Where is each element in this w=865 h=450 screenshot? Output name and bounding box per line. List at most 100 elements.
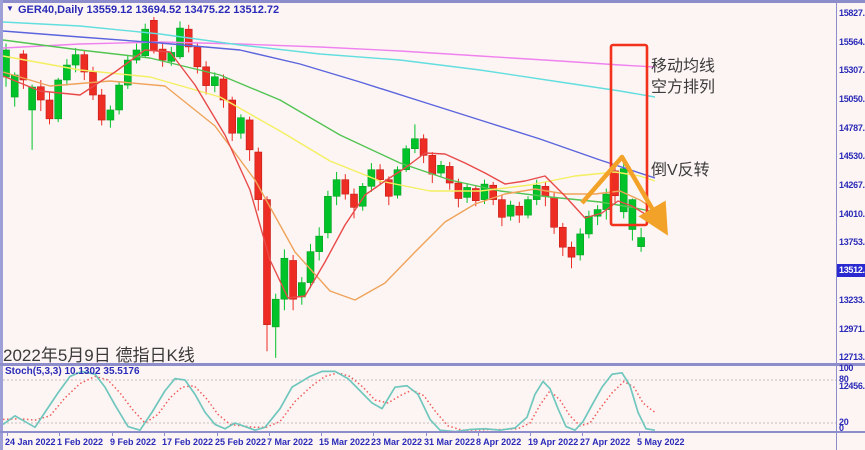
date-tick	[373, 433, 374, 436]
date-tick	[164, 433, 165, 436]
chart-caption[interactable]: 2022年5月9日 德指日K线	[3, 346, 195, 365]
stoch-main-line	[3, 370, 656, 431]
candle	[332, 171, 341, 206]
date-label: 25 Feb 2022	[215, 437, 267, 447]
date-tick	[112, 433, 113, 436]
candle	[297, 277, 306, 305]
stoch-axis-label: 0	[839, 423, 844, 433]
price-axis-label: 12971.15	[839, 324, 865, 334]
price-axis-label: 14010.65	[839, 209, 865, 219]
candle	[541, 181, 550, 207]
candle	[619, 161, 628, 219]
stoch-axis-label: 100	[839, 363, 854, 373]
date-axis[interactable]: 24 Jan 2022 1 Feb 2022 9 Feb 2022 17 Feb 20…	[0, 433, 836, 450]
candle	[132, 43, 141, 64]
window-left-border	[0, 0, 3, 450]
candle	[106, 105, 115, 128]
ma-line-ma-blue	[2, 30, 656, 179]
candle	[97, 88, 106, 126]
candle	[124, 55, 132, 89]
candle	[350, 188, 358, 219]
candles	[2, 17, 645, 358]
price-axis-label: 15564.65	[839, 37, 865, 47]
ma-line-ma-yellow	[2, 55, 656, 192]
candle	[202, 61, 210, 95]
candle	[63, 59, 71, 86]
stoch-axis-label: 80	[839, 374, 849, 384]
candle	[506, 200, 515, 221]
candle	[498, 195, 506, 227]
annotation-rectangle[interactable]	[609, 43, 649, 227]
price-axis-label: 14530.40	[839, 151, 865, 161]
candle	[289, 254, 297, 311]
panel-divider-stoch-dates	[0, 431, 865, 433]
date-label: 9 Feb 2022	[110, 437, 157, 447]
price-axis-label: 14787.65	[839, 123, 865, 133]
candle	[10, 72, 19, 107]
date-tick	[59, 433, 60, 436]
candle	[176, 21, 184, 60]
candle	[263, 196, 271, 352]
ma-line-ma-magenta	[2, 41, 656, 68]
candle	[28, 84, 36, 150]
date-label: 1 Feb 2022	[57, 437, 104, 447]
symbol-quote-header: GER40,Daily 13559.12 13694.52 13475.22 1…	[18, 4, 280, 16]
stoch-lines	[3, 370, 836, 431]
date-tick	[478, 433, 479, 436]
date-tick	[582, 433, 583, 436]
stoch-indicator-header: Stoch(5,3,3) 10.1302 35.5176	[5, 366, 140, 377]
ma-line-ma-cyan	[2, 21, 656, 98]
candle	[36, 80, 45, 112]
date-label: 8 Apr 2022	[476, 437, 522, 447]
panel-divider-main-stoch	[0, 363, 865, 366]
date-tick	[530, 433, 531, 436]
candle	[489, 181, 498, 206]
v-reversal-label[interactable]: 倒V反转	[651, 162, 710, 179]
candle	[524, 196, 532, 219]
candle	[306, 243, 315, 289]
candle	[324, 190, 332, 239]
price-axis-label: 15827.15	[839, 8, 865, 18]
candle	[515, 201, 524, 223]
candle	[237, 114, 245, 139]
price-axis-label: 14267.90	[839, 180, 865, 190]
candle	[219, 74, 228, 108]
date-label: 17 Feb 2022	[162, 437, 214, 447]
current-price-tag: 13512.72	[837, 264, 865, 277]
date-tick	[269, 433, 270, 436]
candle	[637, 227, 645, 252]
date-label: 31 Mar 2022	[424, 437, 476, 447]
price-axis-label: 12456.65	[839, 381, 865, 391]
ma-annotation-label[interactable]: 移动均线 空方排列	[651, 58, 716, 96]
stoch-axis-label: 20	[839, 417, 849, 427]
candle	[115, 81, 123, 115]
candle	[150, 17, 158, 54]
candle	[71, 47, 80, 73]
price-axis-label: 15050.15	[839, 94, 865, 104]
price-axis[interactable]: 15827.15 15564.65 15307.40 15050.15 14787.65…	[837, 0, 865, 450]
date-tick	[639, 433, 640, 436]
candle	[19, 50, 28, 89]
date-tick	[321, 433, 322, 436]
candle	[341, 174, 350, 200]
candle	[567, 241, 576, 269]
date-tick	[426, 433, 427, 436]
candle	[358, 183, 367, 211]
date-label: 7 Mar 2022	[267, 437, 314, 447]
date-label: 23 Mar 2022	[371, 437, 423, 447]
date-label: 27 Apr 2022	[580, 437, 631, 447]
trend-arrow[interactable]	[580, 154, 668, 236]
ma-line-ma-green	[2, 39, 656, 213]
date-tick	[7, 433, 8, 436]
candle	[480, 179, 489, 205]
symbol-marker-icon: ▼	[6, 4, 14, 13]
stoch-signal-line	[3, 372, 656, 431]
ma-line-ma-red	[2, 49, 656, 299]
candle	[576, 228, 585, 261]
candle	[254, 147, 263, 211]
candle	[141, 23, 149, 58]
candle	[428, 152, 437, 184]
candle	[445, 161, 454, 190]
